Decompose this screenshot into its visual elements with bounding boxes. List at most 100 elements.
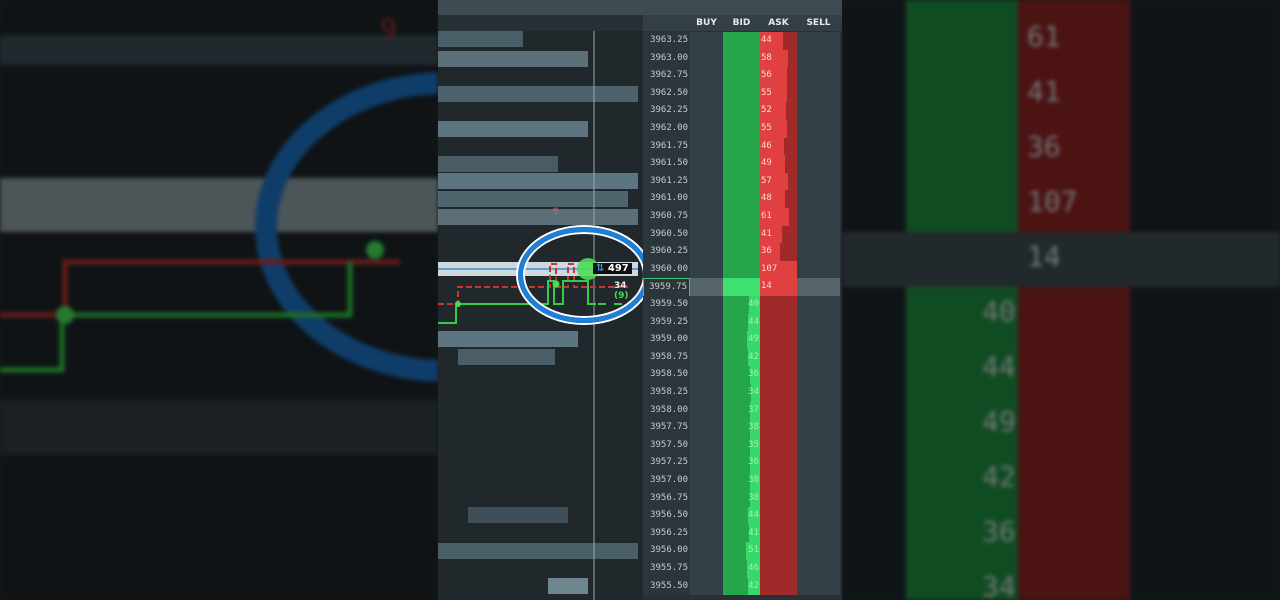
ask-cell[interactable] xyxy=(760,331,797,349)
bid-cell[interactable]: 34 xyxy=(723,384,760,402)
bid-cell[interactable] xyxy=(723,67,760,85)
bid-cell[interactable]: 44 xyxy=(723,507,760,525)
ask-cell[interactable] xyxy=(760,436,797,455)
sell-cell[interactable] xyxy=(797,472,840,490)
bid-cell[interactable]: 35 xyxy=(723,436,760,455)
buy-cell[interactable] xyxy=(690,489,723,508)
ask-cell[interactable]: 36 xyxy=(760,243,797,261)
bid-cell[interactable] xyxy=(723,32,760,50)
ask-cell[interactable] xyxy=(760,472,797,490)
ask-cell[interactable]: 55 xyxy=(760,120,797,138)
buy-cell[interactable] xyxy=(690,172,723,191)
ask-cell[interactable]: 56 xyxy=(760,67,797,85)
buy-cell[interactable] xyxy=(690,49,723,68)
bid-cell[interactable]: 38 xyxy=(723,419,760,437)
bid-cell[interactable]: 37 xyxy=(723,401,760,420)
bid-cell[interactable]: 36 xyxy=(723,454,760,472)
ask-cell[interactable] xyxy=(760,577,797,596)
bid-cell[interactable]: 44 xyxy=(723,313,760,332)
ask-cell[interactable]: 52 xyxy=(760,102,797,120)
sell-cell[interactable] xyxy=(797,278,840,296)
buy-cell[interactable] xyxy=(690,32,723,50)
ask-cell[interactable]: 58 xyxy=(760,49,797,68)
bid-cell[interactable]: 42 xyxy=(723,577,760,596)
bid-cell[interactable]: 49 xyxy=(723,331,760,349)
sell-cell[interactable] xyxy=(797,190,840,208)
buy-cell[interactable] xyxy=(690,472,723,490)
ask-cell[interactable]: 55 xyxy=(760,84,797,103)
bid-cell[interactable] xyxy=(723,190,760,208)
ask-cell[interactable]: 46 xyxy=(760,137,797,156)
bid-cell[interactable] xyxy=(723,84,760,103)
ask-cell[interactable] xyxy=(760,296,797,314)
sell-cell[interactable] xyxy=(797,577,840,596)
bid-cell[interactable] xyxy=(723,102,760,120)
ask-cell[interactable] xyxy=(760,560,797,578)
bid-cell[interactable] xyxy=(723,278,760,296)
sell-cell[interactable] xyxy=(797,120,840,138)
sell-cell[interactable] xyxy=(797,84,840,103)
buy-cell[interactable] xyxy=(690,278,723,296)
sell-cell[interactable] xyxy=(797,49,840,68)
sell-cell[interactable] xyxy=(797,419,840,437)
sell-cell[interactable] xyxy=(797,137,840,156)
bid-cell[interactable] xyxy=(723,120,760,138)
sell-cell[interactable] xyxy=(797,260,840,279)
ask-cell[interactable]: 14 xyxy=(760,278,797,296)
sell-cell[interactable] xyxy=(797,225,840,244)
sell-cell[interactable] xyxy=(797,384,840,402)
ask-cell[interactable]: 48 xyxy=(760,190,797,208)
bid-cell[interactable] xyxy=(723,155,760,173)
sell-cell[interactable] xyxy=(797,489,840,508)
sell-cell[interactable] xyxy=(797,454,840,472)
ask-cell[interactable] xyxy=(760,366,797,384)
bid-cell[interactable] xyxy=(723,260,760,279)
buy-cell[interactable] xyxy=(690,296,723,314)
buy-cell[interactable] xyxy=(690,84,723,103)
ask-cell[interactable] xyxy=(760,348,797,367)
bid-cell[interactable] xyxy=(723,225,760,244)
sell-cell[interactable] xyxy=(797,560,840,578)
sell-cell[interactable] xyxy=(797,366,840,384)
buy-cell[interactable] xyxy=(690,155,723,173)
buy-cell[interactable] xyxy=(690,102,723,120)
buy-cell[interactable] xyxy=(690,331,723,349)
buy-cell[interactable] xyxy=(690,260,723,279)
sell-cell[interactable] xyxy=(797,102,840,120)
bid-cell[interactable] xyxy=(723,208,760,226)
ask-cell[interactable] xyxy=(760,419,797,437)
ask-cell[interactable]: 49 xyxy=(760,155,797,173)
sell-cell[interactable] xyxy=(797,401,840,420)
buy-cell[interactable] xyxy=(690,120,723,138)
ask-cell[interactable]: 107 xyxy=(760,260,797,279)
buy-cell[interactable] xyxy=(690,454,723,472)
buy-cell[interactable] xyxy=(690,366,723,384)
ask-cell[interactable] xyxy=(760,401,797,420)
sell-cell[interactable] xyxy=(797,296,840,314)
bid-cell[interactable] xyxy=(723,243,760,261)
bid-cell[interactable]: 51 xyxy=(723,542,760,560)
ask-cell[interactable] xyxy=(760,524,797,543)
ask-cell[interactable] xyxy=(760,384,797,402)
buy-cell[interactable] xyxy=(690,67,723,85)
ask-cell[interactable]: 44 xyxy=(760,32,797,50)
sell-cell[interactable] xyxy=(797,67,840,85)
bid-cell[interactable]: 40 xyxy=(723,296,760,314)
buy-cell[interactable] xyxy=(690,560,723,578)
ask-cell[interactable] xyxy=(760,507,797,525)
sell-cell[interactable] xyxy=(797,507,840,525)
sell-cell[interactable] xyxy=(797,243,840,261)
bid-cell[interactable]: 36 xyxy=(723,366,760,384)
sell-cell[interactable] xyxy=(797,524,840,543)
buy-cell[interactable] xyxy=(690,190,723,208)
sell-cell[interactable] xyxy=(797,155,840,173)
ask-cell[interactable] xyxy=(760,489,797,508)
bid-cell[interactable]: 42 xyxy=(723,348,760,367)
buy-cell[interactable] xyxy=(690,419,723,437)
bid-cell[interactable]: 38 xyxy=(723,489,760,508)
bid-cell[interactable] xyxy=(723,172,760,191)
buy-cell[interactable] xyxy=(690,313,723,332)
order-flow-chart[interactable]: ⇅ 497 34 (9) 9 xyxy=(438,31,643,600)
ask-cell[interactable]: 41 xyxy=(760,225,797,244)
sell-cell[interactable] xyxy=(797,436,840,455)
